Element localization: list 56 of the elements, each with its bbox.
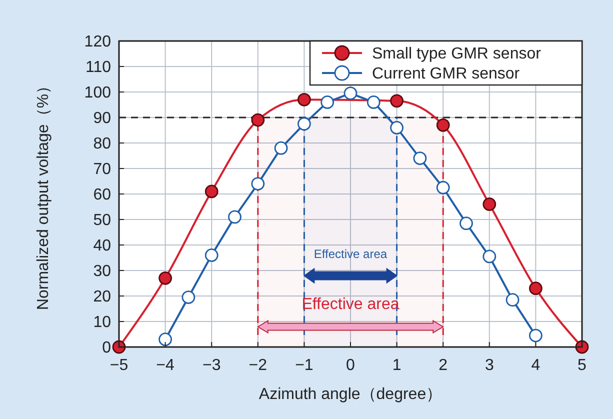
point	[390, 94, 404, 108]
point	[482, 250, 496, 264]
x-tick-label: −4	[156, 357, 175, 374]
y-tick-label: 100	[84, 84, 112, 102]
point	[482, 198, 496, 211]
x-tick-label: 1	[392, 357, 402, 374]
point	[413, 152, 427, 165]
point	[436, 118, 450, 132]
band-label: Effective area	[314, 246, 388, 261]
point	[158, 332, 172, 346]
band-label: Effective area	[302, 296, 400, 313]
x-tick-label: 4	[531, 357, 540, 374]
x-tick-label: 0	[346, 357, 356, 374]
x-tick-label: −2	[248, 357, 268, 374]
x-tick-label: 2	[438, 357, 448, 374]
y-tick-label: 60	[93, 186, 112, 204]
y-tick-label: 70	[93, 161, 112, 178]
x-axis-title: Azimuth angle（degree）	[258, 386, 442, 403]
point	[529, 328, 542, 342]
point	[228, 210, 242, 224]
y-axis-title: Normalized output voltage（%）	[35, 78, 52, 310]
point	[251, 113, 265, 127]
legend-label: Small type GMR sensor	[372, 46, 542, 62]
point	[182, 290, 196, 304]
x-tick-label: −1	[295, 357, 314, 374]
point	[274, 141, 288, 155]
point	[320, 96, 334, 109]
point	[298, 117, 311, 131]
y-tick-label: 40	[93, 238, 112, 254]
point	[251, 177, 265, 190]
x-tick-label: 5	[578, 357, 587, 374]
x-tick-label: −5	[110, 357, 128, 374]
point	[529, 282, 542, 296]
y-tick-label: 30	[93, 263, 112, 280]
point	[112, 340, 126, 354]
point	[436, 180, 450, 194]
y-tick-label: 90	[93, 110, 112, 127]
point	[344, 86, 358, 100]
point	[460, 216, 473, 230]
legend-label: Current GMR sensor	[372, 66, 520, 82]
point	[298, 92, 311, 106]
x-tick-label: 3	[484, 357, 494, 374]
y-tick-label: 10	[93, 314, 112, 331]
point	[204, 184, 218, 198]
y-tick-label: 20	[93, 288, 112, 306]
y-tick-label: 120	[84, 34, 112, 50]
point	[390, 121, 404, 134]
y-tick-label: 0	[102, 340, 112, 356]
point	[158, 271, 172, 285]
y-tick-label: 50	[93, 212, 112, 229]
x-tick-label: −3	[202, 357, 221, 374]
y-tick-label: 80	[93, 136, 112, 152]
point	[366, 96, 380, 109]
y-tick-label: 110	[85, 59, 112, 76]
point	[204, 248, 218, 262]
point	[506, 293, 520, 307]
